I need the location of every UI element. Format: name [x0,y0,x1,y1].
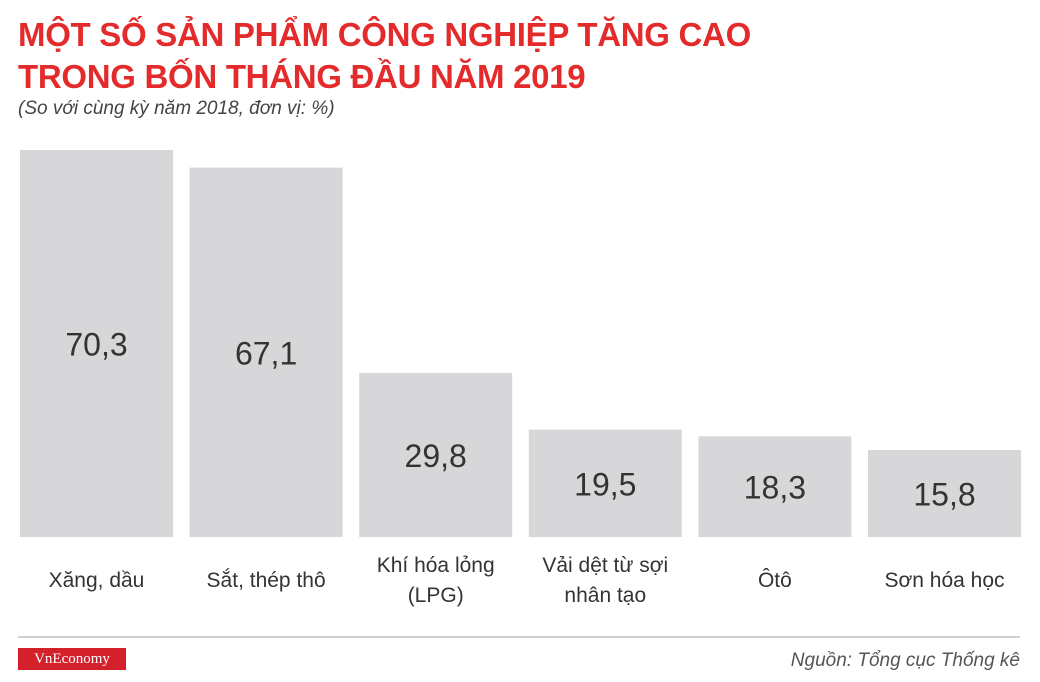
category-label-4-line-2: nhân tạo [564,584,646,607]
bar-5 [698,436,852,537]
category-label-3-line-2: (LPG) [408,584,464,607]
chart-title: MỘT SỐ SẢN PHẨM CÔNG NGHIỆP TĂNG CAO TRO… [18,14,838,98]
bar-2 [189,167,343,537]
bar-1 [20,150,173,537]
category-label-6: Sơn hóa học [884,569,1004,592]
category-label-3-line-1: Khí hóa lỏng [377,554,495,577]
bar-value-label-2: 67,1 [235,335,297,371]
category-label-5: Ôtô [758,569,792,592]
title-line-2: TRONG BỐN THÁNG ĐẦU NĂM 2019 [18,58,586,95]
source-note: Nguồn: Tổng cục Thống kê [790,650,1020,671]
footer-divider [18,636,1020,638]
bar-value-label-1: 70,3 [65,327,127,363]
bar-value-label-3: 29,8 [405,438,467,474]
title-line-1: MỘT SỐ SẢN PHẨM CÔNG NGHIỆP TĂNG CAO [18,16,751,53]
bar-value-label-6: 15,8 [913,477,975,513]
category-label-1: Xăng, dầu [49,569,145,592]
bar-value-label-4: 19,5 [574,466,636,502]
category-label-4-line-1: Vải dệt từ sợi [542,554,668,577]
vneconomy-logo[interactable]: VnEconomy [18,648,126,670]
bar-4 [528,429,682,537]
chart-subtitle: (So với cùng kỳ năm 2018, đơn vị: %) [18,98,335,119]
bar-value-label-5: 18,3 [744,470,806,506]
bar-3 [359,372,513,537]
bar-6 [868,450,1021,537]
category-label-2: Sắt, thép thô [207,569,326,592]
